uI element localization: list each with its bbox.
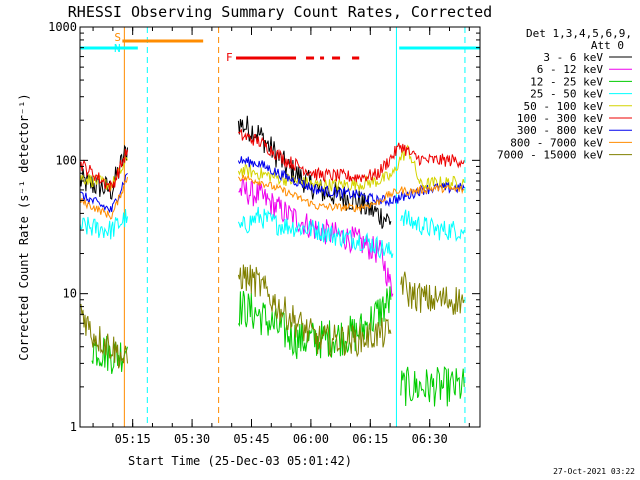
legend-entry-label: 6 - 12 keV [537,63,604,76]
legend-entry-label: 300 - 800 keV [517,124,603,137]
legend-entry-label: 7000 - 15000 keV [497,149,603,162]
x-tick-label: 06:30 [412,432,448,446]
y-axis-label: Corrected Count Rate (s⁻¹ detector⁻¹) [17,93,31,360]
y-axis: 1000 100 10 1 [48,20,480,434]
x-axis-label: Start Time (25-Dec-03 05:01:42) [128,454,352,468]
legend-entry-label: 100 - 300 keV [517,112,603,125]
series-line [91,286,465,407]
y-tick-label: 10 [63,287,77,301]
y-tick-label: 100 [55,153,77,167]
x-tick-label: 06:15 [352,432,388,446]
plot-frame [79,26,481,428]
y-tick-label: 1 [70,420,77,434]
series-line [79,264,465,369]
vertical-markers [123,27,466,427]
legend-entry-label: 3 - 6 keV [543,51,603,64]
band-label: S [114,31,121,44]
chart-title: RHESSI Observing Summary Count Rates, Co… [68,3,492,21]
band-label: N [114,42,121,55]
legend-entry-label: 12 - 25 keV [530,75,603,88]
legend-entry-label: 800 - 7000 keV [510,136,603,149]
x-tick-label: 06:00 [293,432,329,446]
legend-entry-label: 50 - 100 keV [524,100,604,113]
legend-entry-label: 25 - 50 keV [530,88,603,101]
series-line [79,206,465,260]
x-tick-label: 05:15 [115,432,151,446]
x-tick-label: 05:30 [174,432,210,446]
x-tick-label: 05:45 [233,432,269,446]
y-tick-label: 1000 [48,20,77,34]
band-label: F [226,51,233,64]
legend-header-line-2: Att 0 [591,39,624,52]
x-axis: 05:15 05:30 05:45 06:00 06:15 06:30 [92,27,470,446]
series-line [79,128,465,193]
timestamp: 27-Oct-2021 03:22 [553,467,635,476]
series-group [79,116,465,422]
series-line [79,174,465,220]
band-annotations: SN F [80,31,480,64]
legend-header-line-1: Det 1,3,4,5,6,9, [526,27,632,40]
